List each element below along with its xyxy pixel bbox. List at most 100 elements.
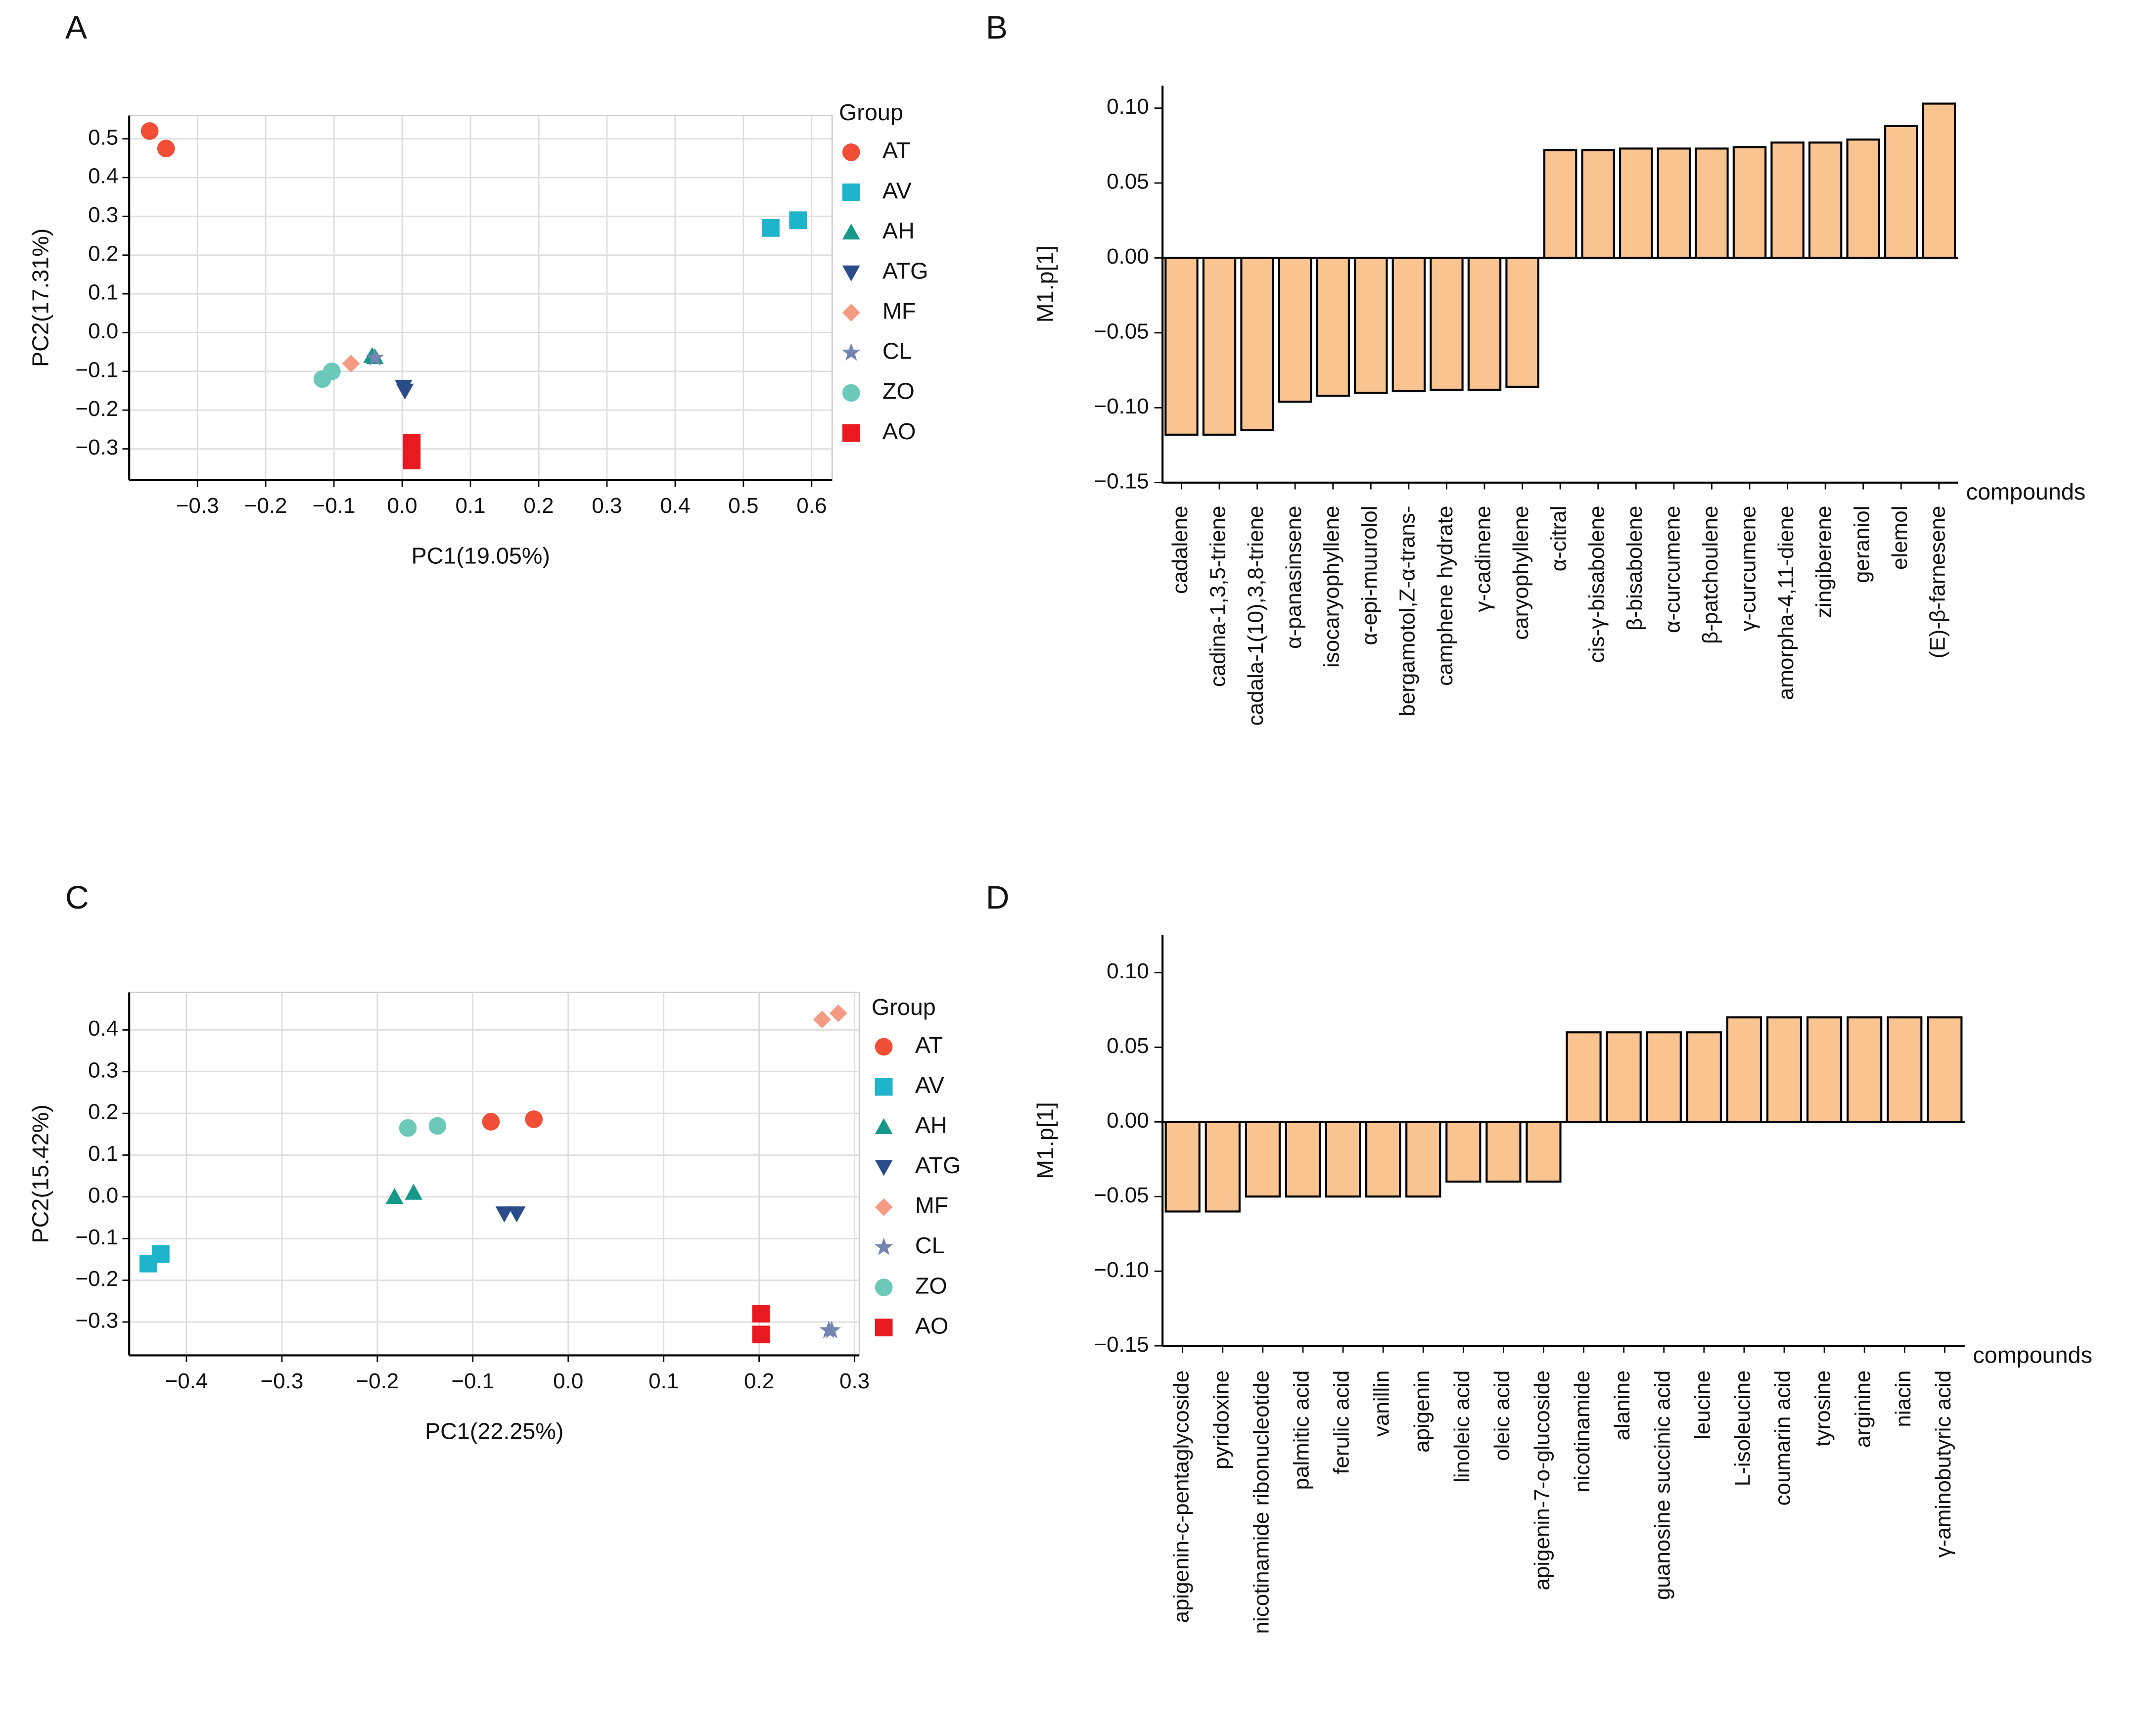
bar <box>1325 1121 1361 1198</box>
x-tick-label: α-epi-muurolol <box>1357 505 1382 645</box>
x-tick-label: −0.1 <box>313 494 356 518</box>
point <box>508 1206 526 1223</box>
x-tick-label: γ-cadinene <box>1471 505 1495 612</box>
x-tick-label: 0.3 <box>592 494 622 518</box>
x-tick-label: α-curcumene <box>1660 505 1684 633</box>
point <box>762 219 780 237</box>
x-tick-label: 0.4 <box>660 494 690 518</box>
legend-title: Group <box>872 994 936 1020</box>
y-tick-label: 0.2 <box>88 1100 118 1124</box>
bar <box>1766 1016 1803 1123</box>
bar <box>1922 102 1956 259</box>
point <box>813 1010 831 1029</box>
legend-marker <box>875 1319 893 1336</box>
legend-label: ZO <box>882 378 915 404</box>
point <box>752 1305 770 1323</box>
x-tick-label: vanillin <box>1370 1371 1394 1437</box>
y-tick-label: 0.3 <box>88 203 118 227</box>
x-tick-label: bergamotol,Z-α-trans- <box>1395 505 1419 716</box>
point <box>405 1184 423 1200</box>
bar <box>1205 1121 1241 1213</box>
bar <box>1686 1031 1722 1123</box>
bar <box>1467 257 1502 391</box>
point <box>403 452 421 469</box>
legend-label: MF <box>882 298 916 324</box>
x-tick-label: guanosine succinic acid <box>1650 1371 1674 1600</box>
point <box>323 362 341 380</box>
y-tick-label: 0.05 <box>1107 1034 1149 1058</box>
x-tick-label: arginine <box>1851 1371 1875 1448</box>
point <box>151 1245 170 1263</box>
point <box>829 1004 847 1022</box>
x-tick-label: −0.1 <box>451 1369 494 1393</box>
x-tick-label: apigenin <box>1410 1371 1434 1453</box>
x-tick-label: −0.2 <box>244 494 287 518</box>
y-tick-label: 0.10 <box>1107 94 1149 119</box>
x-tick-label: L-isoleucine <box>1730 1371 1755 1487</box>
x-tick-label: caryophyllene <box>1509 505 1533 640</box>
point <box>366 348 384 366</box>
legend-marker <box>842 304 860 322</box>
x-tick-label: cadina-1,3,5-triene <box>1206 505 1230 687</box>
x-tick-label: β-patchoulene <box>1698 505 1722 644</box>
x-tick-label: isocaryophyllene <box>1319 505 1344 668</box>
y-tick-label: −0.1 <box>75 358 118 382</box>
legend-marker <box>875 1279 893 1296</box>
y-tick-label: −0.10 <box>1094 394 1149 418</box>
bar <box>1164 1121 1201 1213</box>
y-tick-label: 0.1 <box>88 1142 118 1166</box>
y-tick-label: 0.0 <box>88 319 118 343</box>
x-tick-label: camphene hydrate <box>1433 505 1457 685</box>
x-tick-label: nicotinamide ribonucleotide <box>1249 1371 1273 1634</box>
x-tick-label: (E)-β-farnesene <box>1925 505 1949 658</box>
x-tick-label: α-panasinsene <box>1282 505 1306 648</box>
y-axis-label: PC2(15.42%) <box>28 1104 53 1243</box>
y-tick-label: 0.0 <box>88 1183 118 1207</box>
legend-marker <box>842 183 860 201</box>
y-tick-label: −0.15 <box>1094 1332 1149 1357</box>
point <box>822 1321 841 1338</box>
point <box>342 355 360 373</box>
bar <box>1245 1121 1281 1198</box>
point <box>399 1119 417 1137</box>
x-tick-label: geraniol <box>1850 505 1874 583</box>
point <box>140 122 159 140</box>
y-tick-label: 0.4 <box>88 1016 118 1041</box>
y-tick-label: −0.3 <box>75 1309 118 1333</box>
bar <box>1847 1016 1883 1123</box>
bar <box>1391 257 1426 393</box>
bar <box>1354 257 1388 394</box>
bar <box>1526 1121 1562 1183</box>
x-tick-label: apigenin-c-pentaglycoside <box>1169 1371 1193 1623</box>
x-tick-label: niacin <box>1891 1371 1915 1427</box>
legend-marker <box>842 224 860 240</box>
bar <box>1485 1121 1522 1183</box>
point <box>495 1206 513 1223</box>
x-tick-label: 0.2 <box>744 1369 774 1393</box>
x-tick-label: 0.5 <box>728 494 758 518</box>
x-axis-label: PC1(22.25%) <box>425 1418 563 1444</box>
bar <box>1695 147 1729 259</box>
legend-label: ATG <box>882 258 928 283</box>
x-tick-label: cis-γ-bisabolene <box>1584 505 1609 663</box>
bar <box>1405 1121 1441 1198</box>
y-tick-label: −0.1 <box>75 1225 118 1249</box>
plot-frame <box>128 992 860 1356</box>
x-tick-label: 0.1 <box>455 494 485 518</box>
bar <box>1430 257 1464 391</box>
bar <box>1505 257 1539 388</box>
legend-label: CL <box>915 1233 945 1258</box>
y-tick-label: 0.2 <box>88 241 118 266</box>
y-axis-label: M1.p[1] <box>1032 1102 1058 1179</box>
bar <box>1278 257 1312 403</box>
bar <box>1316 257 1350 397</box>
x-axis-label: compounds <box>1973 1342 2092 1368</box>
legend-label: ATG <box>915 1152 961 1178</box>
legend-marker <box>842 343 861 361</box>
x-tick-label: 0.2 <box>523 494 554 518</box>
bar <box>1806 1016 1843 1123</box>
y-tick-label: 0.00 <box>1107 1108 1149 1133</box>
x-axis-label: PC1(19.05%) <box>411 543 550 568</box>
bar <box>1606 1031 1642 1123</box>
